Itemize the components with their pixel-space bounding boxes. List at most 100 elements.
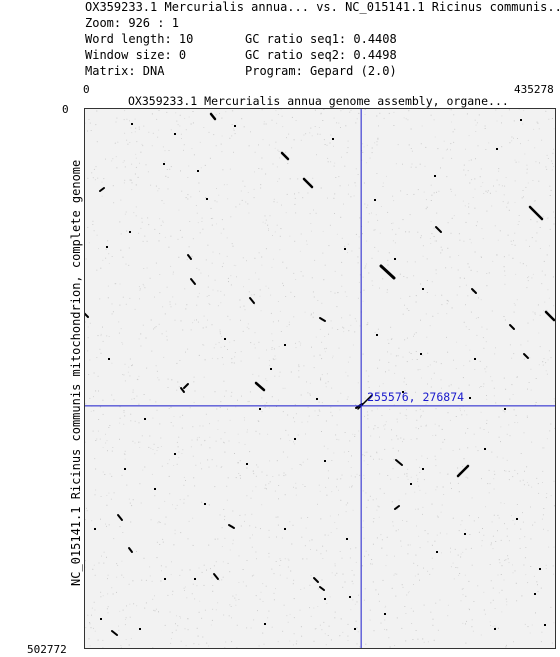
- match-segment: [209, 112, 217, 121]
- match-dot: [234, 125, 236, 127]
- match-dot: [354, 628, 356, 630]
- match-dot: [284, 344, 286, 346]
- match-segment: [471, 288, 477, 294]
- match-dot: [464, 533, 466, 535]
- match-dot: [108, 358, 110, 360]
- matrix-label: Matrix: DNA: [85, 64, 165, 78]
- noise-dots: [84, 108, 556, 649]
- match-dot: [484, 448, 486, 450]
- match-segment: [128, 547, 133, 553]
- match-dot: [422, 468, 424, 470]
- match-dot: [420, 353, 422, 355]
- match-dot: [129, 231, 131, 233]
- match-dot: [206, 198, 208, 200]
- match-dot: [294, 438, 296, 440]
- match-dot: [284, 528, 286, 530]
- match-dot: [174, 453, 176, 455]
- match-segment: [190, 278, 196, 285]
- match-segment: [228, 524, 235, 529]
- match-dot: [194, 578, 196, 580]
- match-dot: [516, 518, 518, 520]
- match-segment: [111, 630, 118, 636]
- match-dot: [434, 175, 436, 177]
- match-segment: [357, 394, 373, 410]
- match-dot: [376, 334, 378, 336]
- match-segments: [84, 112, 556, 636]
- match-dot: [270, 368, 272, 370]
- match-segment: [280, 151, 290, 161]
- x-axis-end-label: 435278: [514, 83, 554, 96]
- match-dot: [197, 170, 199, 172]
- y-axis-start-label: 0: [62, 103, 69, 116]
- match-dot: [94, 528, 96, 530]
- header-title: OX359233.1 Mercurialis annua... vs. NC_0…: [85, 0, 560, 14]
- x-axis-start-label: 0: [83, 83, 90, 96]
- match-dot: [224, 338, 226, 340]
- match-segment: [394, 505, 400, 510]
- match-dot: [349, 596, 351, 598]
- match-segment: [187, 254, 192, 260]
- match-dot: [422, 288, 424, 290]
- match-dot: [346, 538, 348, 540]
- match-segment: [544, 310, 556, 322]
- plot-frame: [84, 108, 556, 649]
- y-axis-title: NC_015141.1 Ricinus communis mitochondri…: [69, 159, 83, 586]
- word-length-label: Word length: 10: [85, 32, 194, 46]
- match-dot: [264, 623, 266, 625]
- match-dot: [163, 163, 165, 165]
- match-segment: [313, 577, 319, 583]
- match-dot: [344, 248, 346, 250]
- match-dot: [384, 613, 386, 615]
- match-dot: [469, 397, 471, 399]
- match-segment: [509, 324, 515, 330]
- match-dot: [534, 593, 536, 595]
- match-dot: [324, 460, 326, 462]
- match-dot: [139, 628, 141, 630]
- match-segment: [302, 177, 314, 189]
- match-dot: [410, 483, 412, 485]
- zoom-label: Zoom: 926 : 1: [85, 16, 179, 30]
- match-dot: [100, 618, 102, 620]
- match-segment: [395, 459, 403, 466]
- match-dot: [106, 246, 108, 248]
- match-dot: [204, 503, 206, 505]
- match-dot: [324, 598, 326, 600]
- match-dot: [174, 133, 176, 135]
- match-segment: [117, 514, 123, 521]
- match-dot: [520, 119, 522, 121]
- match-segment: [528, 205, 544, 221]
- match-dot: [154, 488, 156, 490]
- match-dot: [374, 199, 376, 201]
- y-axis-end-label: 502772: [27, 643, 67, 656]
- plot-background: [84, 108, 556, 649]
- match-segment: [180, 387, 185, 393]
- match-dot: [544, 624, 546, 626]
- match-dot: [496, 148, 498, 150]
- match-dot: [144, 418, 146, 420]
- match-segment: [213, 573, 219, 580]
- program-label: Program: Gepard (2.0): [245, 64, 397, 78]
- match-segment: [456, 464, 470, 478]
- match-dot: [504, 408, 506, 410]
- match-dot: [436, 551, 438, 553]
- match-dot: [474, 358, 476, 360]
- match-segment: [254, 381, 266, 392]
- match-dot: [332, 138, 334, 140]
- match-dot: [494, 628, 496, 630]
- match-segment: [183, 383, 189, 389]
- x-axis-title: OX359233.1 Mercurialis annua genome asse…: [128, 94, 509, 108]
- crosshair-readout: 255576, 276874: [367, 390, 464, 404]
- match-dot: [124, 468, 126, 470]
- dotplot-canvas[interactable]: 255576, 276874: [84, 108, 556, 649]
- match-dot: [164, 578, 166, 580]
- match-segment: [435, 226, 442, 233]
- match-dot: [131, 123, 133, 125]
- match-segment: [249, 297, 255, 304]
- match-dot: [259, 408, 261, 410]
- match-segment: [319, 586, 325, 591]
- match-segment: [319, 317, 326, 322]
- match-dot: [402, 391, 404, 393]
- match-segment: [379, 264, 396, 280]
- match-segment: [99, 187, 105, 192]
- gc-ratio-seq2-label: GC ratio seq2: 0.4498: [245, 48, 397, 62]
